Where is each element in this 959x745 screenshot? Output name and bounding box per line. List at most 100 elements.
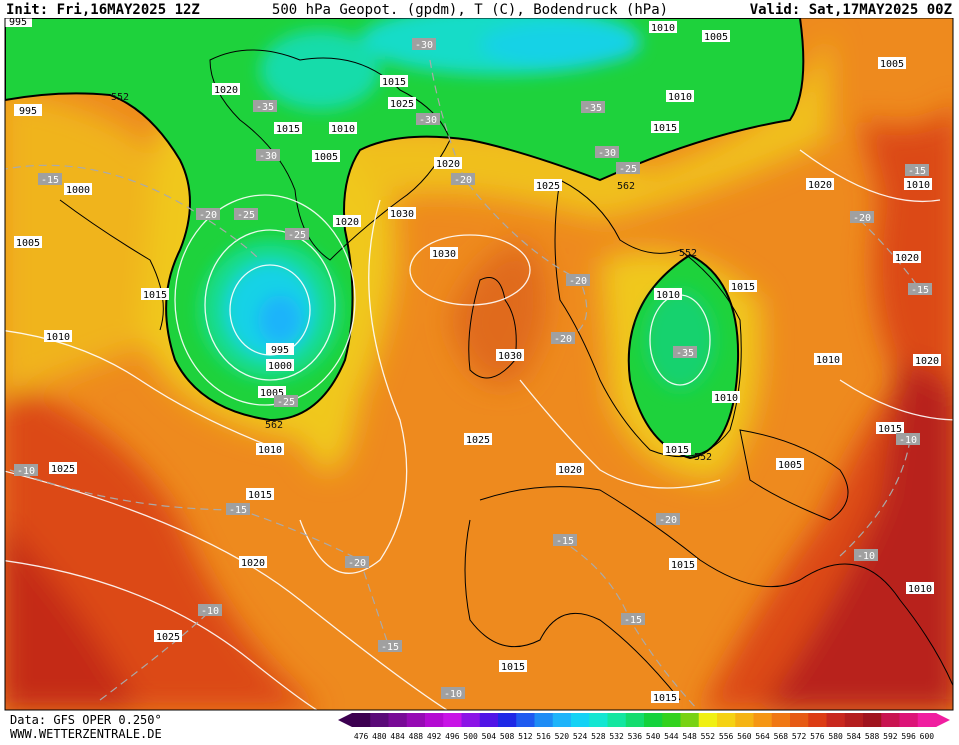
pressure-label: 1005 (314, 152, 338, 163)
temperature-label-bg (38, 173, 62, 185)
temperature-label: -10 (857, 551, 875, 562)
pressure-label: 1015 (731, 282, 755, 293)
pressure-label-bg (893, 251, 921, 263)
colorbar-tick-label: 580 (828, 732, 843, 741)
temperature-label-bg (198, 604, 222, 616)
colorbar-tick-label: 568 (774, 732, 789, 741)
pressure-label: 1005 (880, 59, 904, 70)
colorbar-swatch (899, 713, 919, 727)
pressure-label-bg (499, 660, 527, 672)
colorbar-swatch (498, 713, 517, 727)
temperature-label: -15 (556, 536, 574, 547)
colorbar-swatch (388, 713, 408, 727)
pressure-label-bg (814, 353, 842, 365)
pressure-label-bg (274, 122, 302, 134)
pressure-label: 1010 (331, 124, 355, 135)
colorbar-tick-label: 528 (591, 732, 606, 741)
pressure-label-bg (212, 83, 240, 95)
colorbar-swatch (406, 713, 426, 727)
temperature-label: -35 (676, 348, 694, 359)
temperature-label: -20 (554, 334, 572, 345)
temperature-label: -20 (454, 175, 472, 186)
pressure-label-bg (256, 443, 284, 455)
pressure-label-bg (14, 104, 42, 116)
colorbar-tick-label: 480 (372, 732, 387, 741)
pressure-label: 1015 (653, 693, 677, 704)
pressure-label-bg (534, 179, 562, 191)
temperature-label-bg (274, 395, 298, 407)
pressure-label: 1010 (258, 445, 282, 456)
colorbar-swatch (662, 713, 681, 727)
pressure-label-bg (430, 247, 458, 259)
colorbar-swatch (534, 713, 554, 727)
colorbar-tick-label: 504 (482, 732, 497, 741)
pressure-label-bg (651, 691, 679, 703)
pressure-label-bg (654, 288, 682, 300)
valid-time: Valid: Sat,17MAY2025 00Z (750, 2, 952, 18)
temperature-label: -30 (415, 40, 433, 51)
colorbar-swatch (370, 713, 389, 727)
pressure-label-bg (154, 630, 182, 642)
pressure-label: 1015 (501, 662, 525, 673)
temperature-label-bg (551, 332, 575, 344)
pressure-label: 1020 (214, 85, 238, 96)
temperature-label: -10 (899, 435, 917, 446)
temperature-label: -30 (598, 148, 616, 159)
pressure-label-bg (666, 90, 694, 102)
pressure-label-bg (663, 443, 691, 455)
temperature-label-bg (378, 640, 402, 652)
temperature-label-bg (673, 346, 697, 358)
pressure-label: 1010 (906, 180, 930, 191)
colorbar-swatch (552, 713, 572, 727)
colorbar-tick-label: 560 (737, 732, 752, 741)
pressure-label-bg (49, 462, 77, 474)
pressure-label-bg (649, 21, 677, 33)
temperature-label: -20 (348, 558, 366, 569)
colorbar-tick-label: 592 (883, 732, 898, 741)
temperature-label: -20 (569, 276, 587, 287)
colorbar-swatch (881, 713, 900, 727)
temperature-label: -10 (201, 606, 219, 617)
pressure-label: 1020 (895, 253, 919, 264)
header-bg (0, 0, 959, 18)
colorbar-tick-label: 476 (354, 732, 369, 741)
temperature-label-bg (621, 613, 645, 625)
temperature-label-bg (905, 164, 929, 176)
colorbar-tick-label: 576 (810, 732, 825, 741)
pressure-label-bg (388, 97, 416, 109)
colorbar-arrow-right (936, 713, 950, 727)
colorbar-swatch (917, 713, 937, 727)
colorbar: 476 480 484 488 492 496 500 504 508 512 516 520 524 5… (338, 713, 950, 741)
pressure-label: 1025 (466, 435, 490, 446)
temperature-label: -15 (229, 505, 247, 516)
pressure-label: 1005 (260, 388, 284, 399)
pressure-label-bg (312, 150, 340, 162)
pressure-label: 1030 (390, 209, 414, 220)
temperature-label-bg (553, 534, 577, 546)
pressure-label-bg (434, 157, 462, 169)
temperature-label-bg (441, 687, 465, 699)
colorbar-tick-label: 552 (701, 732, 716, 741)
pressure-label-bg (496, 349, 524, 361)
pressure-label: 1030 (498, 351, 522, 362)
colorbar-tick-label: 492 (427, 732, 442, 741)
pressure-label: 995 (271, 345, 289, 356)
pressure-label: 1010 (651, 23, 675, 34)
colorbar-swatch (735, 713, 754, 727)
temperature-label: -15 (911, 285, 929, 296)
colorbar-arrow-left (338, 713, 352, 727)
pressure-label: 1015 (878, 424, 902, 435)
site: WWW.WETTERZENTRALE.DE (10, 727, 162, 741)
colorbar-tick-label: 564 (755, 732, 770, 741)
temperature-label-bg (908, 283, 932, 295)
temperature-label-bg (451, 173, 475, 185)
pressure-label: 1010 (668, 92, 692, 103)
colorbar-swatch (644, 713, 663, 727)
map-title: 500 hPa Geopot. (gpdm), T (C), Bodendruc… (272, 2, 668, 18)
pressure-label-bg (729, 280, 757, 292)
pressure-label-bg (14, 236, 42, 248)
pressure-label: 1005 (704, 32, 728, 43)
colorbar-tick-label: 520 (555, 732, 570, 741)
colorbar-swatch (516, 713, 535, 727)
